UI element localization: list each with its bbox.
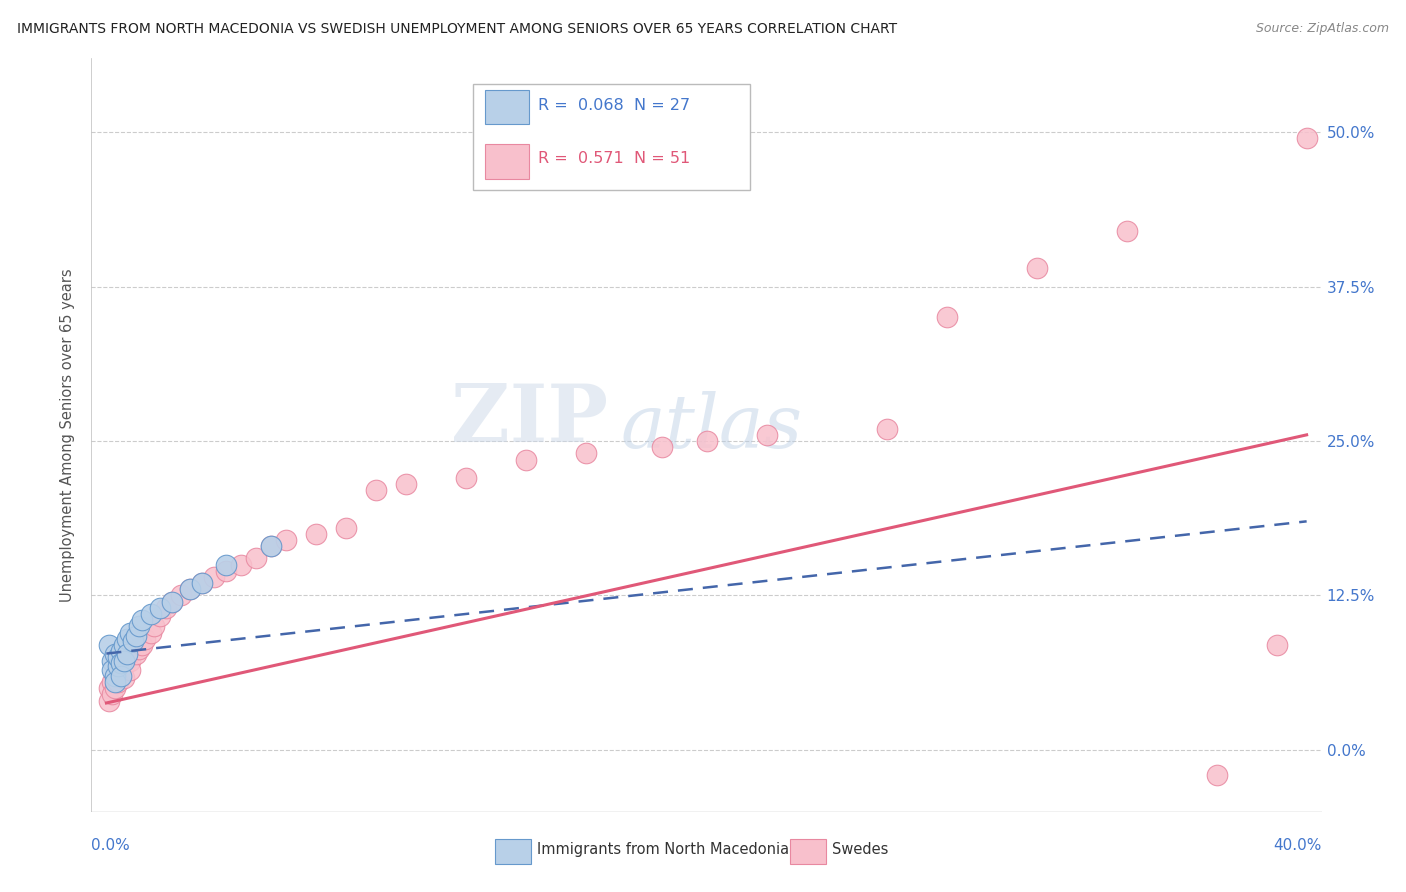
Point	[107, 659, 129, 673]
Text: Immigrants from North Macedonia: Immigrants from North Macedonia	[537, 842, 789, 857]
Text: R =  0.068  N = 27: R = 0.068 N = 27	[538, 98, 690, 113]
Point	[695, 434, 717, 448]
FancyBboxPatch shape	[790, 838, 825, 864]
Point	[117, 647, 139, 661]
Point	[191, 576, 214, 591]
Text: R =  0.571  N = 51: R = 0.571 N = 51	[538, 151, 690, 166]
Text: Source: ZipAtlas.com: Source: ZipAtlas.com	[1256, 22, 1389, 36]
Point	[128, 641, 150, 656]
Point	[141, 607, 163, 621]
Point	[1115, 224, 1137, 238]
Point	[456, 471, 478, 485]
Point	[1025, 260, 1047, 275]
Point	[162, 595, 184, 609]
Point	[107, 675, 129, 690]
Point	[101, 687, 124, 701]
Point	[112, 654, 135, 668]
Point	[149, 609, 172, 624]
Point	[155, 600, 177, 615]
Text: IMMIGRANTS FROM NORTH MACEDONIA VS SWEDISH UNEMPLOYMENT AMONG SENIORS OVER 65 YE: IMMIGRANTS FROM NORTH MACEDONIA VS SWEDI…	[17, 22, 897, 37]
Point	[104, 647, 127, 661]
Point	[107, 663, 129, 677]
Point	[215, 564, 238, 578]
Point	[1265, 638, 1288, 652]
Point	[245, 551, 267, 566]
Point	[202, 570, 225, 584]
Point	[755, 427, 778, 442]
Point	[260, 539, 283, 553]
Text: Swedes: Swedes	[832, 842, 889, 857]
Point	[134, 632, 156, 646]
Point	[120, 654, 142, 668]
Point	[143, 619, 166, 633]
Point	[110, 657, 132, 671]
Point	[110, 669, 132, 683]
Text: 40.0%: 40.0%	[1274, 838, 1322, 853]
Point	[104, 669, 127, 683]
Point	[125, 629, 148, 643]
Point	[876, 422, 898, 436]
Point	[117, 650, 139, 665]
Point	[650, 440, 672, 454]
Point	[110, 669, 132, 683]
FancyBboxPatch shape	[472, 85, 749, 190]
Point	[104, 669, 127, 683]
Point	[120, 625, 142, 640]
Point	[191, 576, 214, 591]
Point	[104, 681, 127, 695]
Point	[125, 647, 148, 661]
Point	[122, 634, 145, 648]
Point	[120, 663, 142, 677]
Point	[179, 582, 201, 597]
Point	[215, 558, 238, 572]
Y-axis label: Unemployment Among Seniors over 65 years: Unemployment Among Seniors over 65 years	[60, 268, 76, 602]
Point	[575, 446, 598, 460]
Point	[110, 657, 132, 671]
Point	[112, 671, 135, 685]
Point	[276, 533, 298, 547]
Point	[131, 613, 153, 627]
Point	[117, 632, 139, 646]
Text: ZIP: ZIP	[451, 381, 607, 458]
Point	[260, 539, 283, 553]
Point	[98, 681, 121, 695]
Point	[128, 619, 150, 633]
Point	[335, 520, 357, 534]
Point	[101, 663, 124, 677]
Text: 0.0%: 0.0%	[91, 838, 131, 853]
Point	[107, 650, 129, 665]
Point	[141, 625, 163, 640]
Point	[395, 477, 418, 491]
Point	[101, 675, 124, 690]
Point	[366, 483, 388, 498]
Point	[231, 558, 253, 572]
Point	[170, 589, 193, 603]
Point	[104, 675, 127, 690]
Point	[1205, 767, 1227, 781]
Text: atlas: atlas	[620, 391, 803, 464]
Point	[112, 638, 135, 652]
Point	[131, 638, 153, 652]
Point	[515, 452, 537, 467]
FancyBboxPatch shape	[495, 838, 530, 864]
FancyBboxPatch shape	[485, 144, 529, 178]
Point	[122, 644, 145, 658]
FancyBboxPatch shape	[485, 89, 529, 124]
Point	[101, 654, 124, 668]
Point	[305, 526, 328, 541]
Point	[98, 693, 121, 707]
Point	[112, 659, 135, 673]
Point	[162, 595, 184, 609]
Point	[149, 600, 172, 615]
Point	[1295, 131, 1317, 145]
Point	[179, 582, 201, 597]
Point	[935, 310, 957, 325]
Point	[110, 644, 132, 658]
Point	[98, 638, 121, 652]
